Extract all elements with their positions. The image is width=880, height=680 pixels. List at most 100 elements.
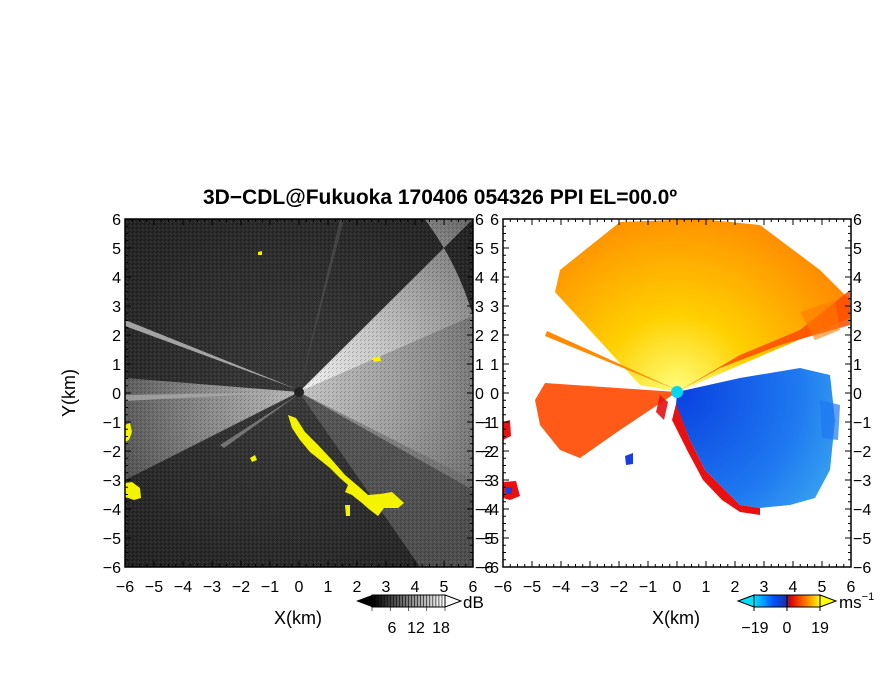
right-colorbar: ms−1 −19 0 19: [736, 591, 874, 637]
y-tick-label-right: 3: [853, 299, 862, 316]
y-tick-label-right: −1: [853, 415, 871, 432]
y-tick-label-right: 1: [853, 357, 862, 374]
right-axis-ticks: [502, 218, 852, 568]
positive-north-sector: [555, 219, 850, 392]
beam-west: [125, 392, 299, 401]
left-colorbar: dB 6 12 18: [356, 593, 484, 637]
x-tick-label: −5: [523, 579, 541, 596]
y-tick-label: −1: [481, 415, 499, 432]
y-tick-label-right: 4: [853, 270, 862, 287]
y-tick-label: 0: [112, 386, 121, 403]
y-tick-label: −5: [481, 531, 499, 548]
beam-west-northwest: [125, 320, 299, 390]
y-tick-label: −2: [481, 444, 499, 461]
x-tick-label: −2: [610, 579, 628, 596]
left-axis-tick-labels: −6 −5 −4 −3 −2 −1 0 1 2 3 4 5 66 65 54 43 32 21 10 0−1 −1−2−…: [103, 212, 494, 596]
beam-north: [299, 219, 344, 392]
y-tick-label-right: 5: [853, 241, 862, 258]
y-tick-label-right: −1: [475, 415, 493, 432]
reflectivity-image: [125, 219, 473, 567]
y-tick-label: 4: [490, 270, 499, 287]
blue-left-edge: [506, 487, 512, 494]
x-tick-label: 5: [818, 579, 827, 596]
y-tick-label-right: −2: [475, 444, 493, 461]
y-tick-label-right: −2: [853, 444, 871, 461]
y-tick-label: 6: [112, 212, 121, 229]
radar-center: [294, 387, 304, 397]
y-tick-label-right: 6: [475, 212, 484, 229]
x-tick-label: 6: [847, 579, 856, 596]
left-ylabel: Y(km): [59, 369, 79, 417]
x-tick-label: 3: [382, 579, 391, 596]
scatter-e: [820, 400, 840, 440]
x-tick-label: −4: [174, 579, 192, 596]
y-tick-label-right: 2: [853, 328, 862, 345]
x-tick-label: −1: [261, 579, 279, 596]
left-colorbar-tick-12: 12: [407, 620, 425, 637]
y-tick-label: 1: [112, 357, 121, 374]
red-edge-south: [672, 404, 760, 515]
y-tick-label-right: −4: [475, 502, 493, 519]
y-tick-label: −3: [103, 473, 121, 490]
clutter-yellow: [125, 251, 404, 516]
left-axis-ticks: [124, 218, 474, 568]
y-tick-label: 3: [112, 299, 121, 316]
x-tick-label: −5: [145, 579, 163, 596]
x-tick-label: −4: [552, 579, 570, 596]
right-axis-tick-labels: −6 −5 −4 −3 −2 −1 0 1 2 3 4 5 66 65 54 43 32 21 10 0−1 −1−2−…: [481, 212, 872, 596]
y-tick-label-right: 2: [475, 328, 484, 345]
negative-sector: [676, 368, 835, 508]
x-tick-label: 2: [731, 579, 740, 596]
y-tick-label: 2: [112, 328, 121, 345]
left-colorbar-tick-18: 18: [432, 620, 450, 637]
right-colorbar-arrow-right: [819, 594, 838, 608]
beam-southwest: [220, 394, 299, 448]
y-tick-label: −3: [481, 473, 499, 490]
y-tick-label: −1: [103, 415, 121, 432]
y-tick-label: 6: [490, 212, 499, 229]
left-xlabel: X(km): [274, 608, 322, 628]
x-tick-label: −3: [203, 579, 221, 596]
right-colorbar-arrow-left: [736, 594, 755, 608]
y-tick-label: −4: [481, 502, 499, 519]
y-tick-label-right: 5: [475, 241, 484, 258]
x-tick-label: 5: [440, 579, 449, 596]
y-tick-label-right: −6: [475, 560, 493, 577]
y-tick-label: 5: [112, 241, 121, 258]
blue-fleck: [625, 453, 633, 465]
y-tick-label-right: 0: [475, 386, 484, 403]
x-tick-label: 4: [789, 579, 798, 596]
radar-center: [671, 386, 683, 398]
right-colorbar-tick-neg19: −19: [741, 620, 768, 637]
positive-beam-northwest: [545, 331, 677, 390]
x-tick-label: 3: [760, 579, 769, 596]
red-left-edge-1: [503, 420, 511, 440]
positive-west-sector: [535, 383, 677, 458]
y-tick-label-right: −3: [475, 473, 493, 490]
y-tick-label: −6: [481, 560, 499, 577]
figure-title: 3D−CDL@Fukuoka 170406 054326 PPI EL=00.0…: [202, 186, 678, 209]
left-colorbar-label: dB: [463, 593, 484, 612]
y-tick-label: −5: [103, 531, 121, 548]
x-tick-label: −1: [639, 579, 657, 596]
y-tick-label: −2: [103, 444, 121, 461]
left-colorbar-arrow-right: [444, 594, 463, 608]
y-tick-label: 0: [490, 386, 499, 403]
y-tick-label-right: −5: [475, 531, 493, 548]
x-tick-label: 0: [295, 579, 304, 596]
x-tick-label: 0: [673, 579, 682, 596]
y-tick-label: 4: [112, 270, 121, 287]
y-tick-label-right: −5: [853, 531, 871, 548]
left-colorbar-arrow-left: [356, 595, 372, 607]
y-tick-label-right: 6: [853, 212, 862, 229]
x-tick-label: 6: [469, 579, 478, 596]
x-tick-label: 1: [702, 579, 711, 596]
red-edge-sw: [656, 395, 668, 420]
x-tick-label: −6: [494, 579, 512, 596]
left-panel-reflectivity: −6 −5 −4 −3 −2 −1 0 1 2 3 4 5 66 65 54 43 32 21 10 0−1 −1−2−…: [59, 212, 494, 628]
right-panel-velocity: −6 −5 −4 −3 −2 −1 0 1 2 3 4 5 66 65 54 43 32 21 10 0−1 −1−2−…: [481, 212, 872, 628]
right-xlabel: X(km): [652, 608, 700, 628]
scatter-ne: [800, 300, 840, 340]
y-tick-label-right: 0: [853, 386, 862, 403]
